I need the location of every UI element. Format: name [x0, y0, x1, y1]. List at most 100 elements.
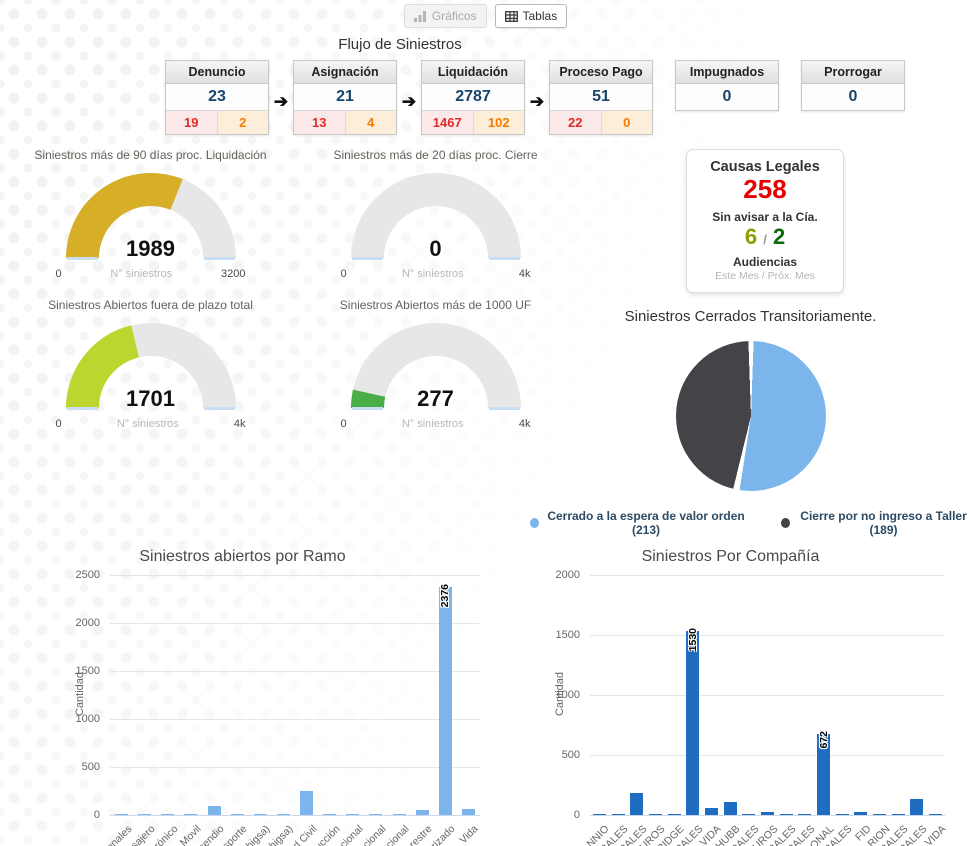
- flow-box-value: 2787: [422, 84, 524, 110]
- legend-item[interactable]: Cerrado a la espera de valor orden (213): [530, 509, 747, 537]
- gauge-axis-labels: 0 N° siniestros 4k: [341, 268, 531, 280]
- table-icon: [504, 10, 518, 22]
- gauge-svg: [350, 323, 521, 410]
- bar: [779, 814, 793, 815]
- flow-box-value: 21: [294, 84, 396, 110]
- bar: [300, 791, 314, 815]
- gauge-axis-title: N° siniestros: [401, 418, 464, 430]
- flow-box-value: 51: [550, 84, 652, 110]
- bar: [115, 814, 129, 815]
- flow-box-value: 0: [676, 84, 778, 110]
- gridline: [590, 635, 945, 636]
- bar: [207, 806, 221, 815]
- gauge-arc: 0: [341, 166, 531, 266]
- gauge-arc: 1701: [56, 316, 246, 416]
- gauge-svg: [350, 173, 521, 260]
- y-axis-tick-label: 2500: [75, 569, 100, 581]
- pie-chart: [675, 341, 826, 491]
- bar-value-label: 2376: [439, 584, 452, 608]
- flow-arrow-icon: ➔: [273, 92, 289, 111]
- gauge-value: 0: [429, 236, 442, 261]
- flow-box: Prorrogar 0: [801, 60, 905, 111]
- y-axis-tick-label: 1500: [555, 629, 580, 641]
- legend-marker-icon: [781, 518, 791, 528]
- causas-legales-card: Causas Legales 258 Sin avisar a la Cía. …: [686, 149, 844, 294]
- flow-box: Liquidación 2787 1467 102: [421, 60, 525, 135]
- bar: [835, 814, 849, 815]
- bar: [461, 809, 475, 815]
- gauge-card: Siniestros Abiertos más de 1000 UF 277 0 N°…: [293, 298, 578, 448]
- gridline: [590, 755, 945, 756]
- legend-item[interactable]: Cierre por no ingreso a Taller (189): [781, 509, 971, 537]
- flow-box: Asignación 21 13 4: [293, 60, 397, 135]
- graficos-label: Gráficos: [431, 9, 477, 23]
- flow-box-label: Impugnados: [676, 61, 778, 84]
- flow-box-sub-orange: 4: [344, 111, 396, 134]
- bar: [761, 812, 774, 815]
- gauge-value: 277: [417, 386, 454, 411]
- bar: 2376: [438, 584, 452, 815]
- tablas-label: Tablas: [522, 9, 558, 23]
- y-axis-tick-label: 1000: [75, 713, 100, 725]
- gauge-axis-title: N° siniestros: [116, 418, 179, 430]
- y-axis-tick-label: 500: [561, 749, 580, 761]
- flow-box-sub-orange: 0: [600, 111, 652, 134]
- bar: [667, 814, 681, 815]
- flow-title: Flujo de Siniestros: [338, 36, 462, 53]
- gauge-arc: 277: [341, 316, 531, 416]
- bar: [798, 814, 812, 815]
- gauge-axis-labels: 0 N° siniestros 4k: [341, 418, 531, 430]
- flow-box: Proceso Pago 51 22 0: [549, 60, 653, 135]
- gauge-min-label: 0: [55, 268, 62, 280]
- gauge-axis-title: N° siniestros: [401, 268, 464, 280]
- x-axis-tick-label: rizado: [429, 823, 458, 846]
- y-axis-tick-label: 1500: [75, 665, 100, 677]
- gauge-max-label: 4k: [518, 418, 531, 430]
- flow-box: Denuncio 23 19 2: [165, 60, 269, 135]
- legend-marker-icon: [530, 518, 539, 528]
- gauge-arc: 1989: [56, 166, 246, 266]
- gauge-svg: [65, 323, 236, 410]
- gauge-title: Siniestros Abiertos fuera de plazo total: [48, 298, 253, 312]
- audiencias-label: Audiencias: [732, 255, 798, 270]
- flow-arrow-icon: ➔: [401, 92, 417, 111]
- flow-box-sub-orange: 102: [472, 111, 524, 134]
- flow-box-sub-red: 13: [294, 111, 345, 134]
- gauge-max-label: 4k: [233, 418, 246, 430]
- tablas-button[interactable]: Tablas: [494, 4, 568, 28]
- bar-value-label: 1530: [686, 628, 699, 652]
- gridline: [110, 719, 480, 720]
- bar: [184, 814, 198, 815]
- legend-label: Cierre por no ingreso a Taller (189): [800, 509, 967, 537]
- gauge-value: 1701: [126, 386, 175, 411]
- gauge-value: 1989: [126, 236, 175, 261]
- flow-box-subrow: 22 0: [550, 110, 652, 134]
- gridline: [110, 623, 480, 624]
- bar: [253, 814, 267, 815]
- sin-avisar-label: Sin avisar a la Cía.: [712, 209, 818, 224]
- fraction-separator: /: [763, 231, 767, 247]
- gauge-title: Siniestros Abiertos más de 1000 UF: [339, 298, 532, 312]
- flow-box-label: Prorrogar: [802, 61, 904, 84]
- gauge-title: Siniestros más de 20 días proc. Cierre: [333, 148, 538, 162]
- pie-title: Siniestros Cerrados Transitoriamente.: [624, 308, 877, 325]
- gauge-max-label: 4k: [518, 268, 531, 280]
- bar: [230, 814, 244, 815]
- flow-box: Impugnados 0: [675, 60, 779, 111]
- bar: [346, 814, 360, 815]
- y-axis-tick-label: 1000: [555, 689, 580, 701]
- bar: [611, 814, 625, 815]
- graficos-button[interactable]: Gráficos: [403, 4, 487, 28]
- bar: [161, 814, 175, 815]
- view-toggle-toolbar: Gráficos Tablas: [0, 4, 971, 28]
- audiencias-fraction: 6 / 2: [693, 224, 837, 250]
- y-axis-tick-label: 0: [573, 809, 580, 821]
- bar-value-label: 672: [817, 731, 830, 749]
- bar-chart-icon: [413, 10, 426, 22]
- flow-box-label: Asignación: [294, 61, 396, 84]
- x-axis-tick-label: rónico: [151, 823, 181, 846]
- causas-legales-value: 258: [743, 174, 787, 204]
- bar: [910, 799, 924, 815]
- gridline: [110, 815, 480, 816]
- x-axis-tick-label: Vida: [457, 823, 481, 846]
